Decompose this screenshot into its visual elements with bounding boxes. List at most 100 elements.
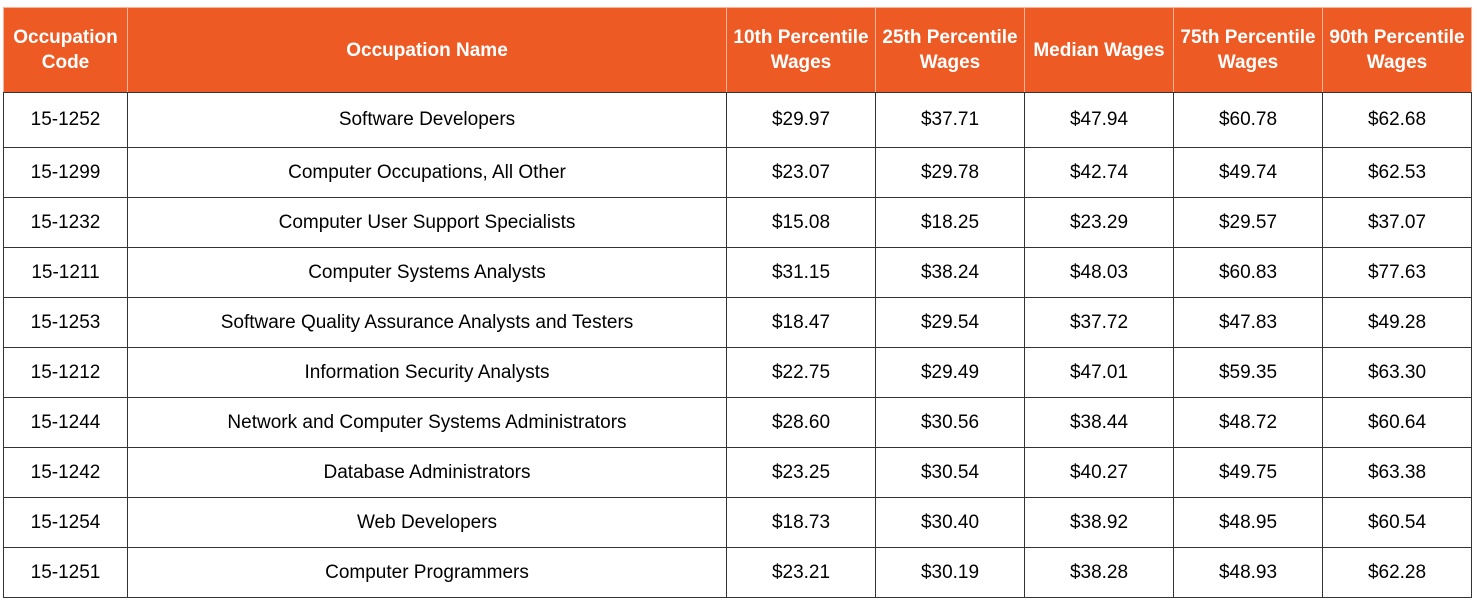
median-wage-cell: $47.94	[1024, 92, 1174, 148]
table-row: 15-1244 Network and Computer Systems Admi…	[3, 397, 1472, 448]
p25-wage-cell: $30.56	[875, 397, 1025, 448]
table-row: 15-1232 Computer User Support Specialists…	[3, 197, 1472, 248]
p25-wage-cell: $30.19	[875, 547, 1025, 598]
header-90th-percentile: 90th Percentile Wages	[1322, 7, 1472, 93]
p25-wage-cell: $29.49	[875, 347, 1025, 398]
p90-wage-cell: $62.53	[1322, 147, 1472, 198]
header-line: Wages	[919, 52, 981, 73]
table-row: 15-1211 Computer Systems Analysts $31.15 $3…	[3, 247, 1472, 298]
table-row: 15-1212 Information Security Analysts $22.…	[3, 347, 1472, 398]
header-75th-percentile: 75th Percentile Wages	[1173, 7, 1323, 93]
p90-wage-cell: $49.28	[1322, 297, 1472, 348]
occupation-code-cell: 15-1299	[3, 147, 128, 198]
p10-wage-cell: $15.08	[726, 197, 876, 248]
occupation-code-cell: 15-1211	[3, 247, 128, 298]
occupation-name-cell: Computer Systems Analysts	[127, 247, 727, 298]
p25-wage-cell: $38.24	[875, 247, 1025, 298]
occupation-code-cell: 15-1253	[3, 297, 128, 348]
p10-wage-cell: $23.25	[726, 447, 876, 498]
occupation-name-cell: Database Administrators	[127, 447, 727, 498]
occupation-name-cell: Information Security Analysts	[127, 347, 727, 398]
header-line: 10th Percentile	[733, 27, 869, 48]
p25-wage-cell: $29.54	[875, 297, 1025, 348]
p75-wage-cell: $59.35	[1173, 347, 1323, 398]
table-row: 15-1253 Software Quality Assurance Analys…	[3, 297, 1472, 348]
occupation-code-cell: 15-1242	[3, 447, 128, 498]
header-median-wages: Median Wages	[1024, 7, 1174, 93]
occupation-name-cell: Software Developers	[127, 92, 727, 148]
header-line: 90th Percentile	[1329, 27, 1465, 48]
table-row: 15-1254 Web Developers $18.73 $30.40 $38.92 $…	[3, 497, 1472, 548]
header-10th-percentile: 10th Percentile Wages	[726, 7, 876, 93]
p25-wage-cell: $18.25	[875, 197, 1025, 248]
header-line: Wages	[770, 52, 832, 73]
header-line: Median Wages	[1033, 39, 1165, 61]
table-row: 15-1252 Software Developers $29.97 $37.71 $4…	[3, 92, 1472, 148]
p10-wage-cell: $28.60	[726, 397, 876, 448]
header-row: Occupation Code Occupation Name 10th Per…	[3, 7, 1472, 93]
p75-wage-cell: $47.83	[1173, 297, 1323, 348]
median-wage-cell: $40.27	[1024, 447, 1174, 498]
median-wage-cell: $38.44	[1024, 397, 1174, 448]
occupation-name-cell: Computer User Support Specialists	[127, 197, 727, 248]
p25-wage-cell: $30.54	[875, 447, 1025, 498]
table-body: 15-1252 Software Developers $29.97 $37.71 $4…	[3, 92, 1472, 598]
p90-wage-cell: $37.07	[1322, 197, 1472, 248]
p10-wage-cell: $22.75	[726, 347, 876, 398]
median-wage-cell: $47.01	[1024, 347, 1174, 398]
p75-wage-cell: $48.95	[1173, 497, 1323, 548]
wage-table-container: Occupation Code Occupation Name 10th Per…	[3, 7, 1472, 598]
header-line: Wages	[1366, 52, 1428, 73]
p75-wage-cell: $49.74	[1173, 147, 1323, 198]
p75-wage-cell: $48.93	[1173, 547, 1323, 598]
median-wage-cell: $42.74	[1024, 147, 1174, 198]
p10-wage-cell: $31.15	[726, 247, 876, 298]
occupation-code-cell: 15-1232	[3, 197, 128, 248]
median-wage-cell: $37.72	[1024, 297, 1174, 348]
p10-wage-cell: $18.73	[726, 497, 876, 548]
header-occupation-code: Occupation Code	[3, 7, 128, 93]
median-wage-cell: $38.92	[1024, 497, 1174, 548]
p10-wage-cell: $23.07	[726, 147, 876, 198]
header-25th-percentile: 25th Percentile Wages	[875, 7, 1025, 93]
p10-wage-cell: $23.21	[726, 547, 876, 598]
median-wage-cell: $23.29	[1024, 197, 1174, 248]
occupation-code-cell: 15-1252	[3, 92, 128, 148]
header-line: Code	[41, 52, 90, 73]
p90-wage-cell: $77.63	[1322, 247, 1472, 298]
p75-wage-cell: $60.78	[1173, 92, 1323, 148]
occupation-code-cell: 15-1254	[3, 497, 128, 548]
header-line: 75th Percentile	[1180, 27, 1316, 48]
p90-wage-cell: $63.38	[1322, 447, 1472, 498]
occupation-name-cell: Software Quality Assurance Analysts and …	[127, 297, 727, 348]
median-wage-cell: $48.03	[1024, 247, 1174, 298]
p10-wage-cell: $18.47	[726, 297, 876, 348]
occupation-code-cell: 15-1212	[3, 347, 128, 398]
p90-wage-cell: $62.68	[1322, 92, 1472, 148]
occupation-name-cell: Computer Occupations, All Other	[127, 147, 727, 198]
p25-wage-cell: $30.40	[875, 497, 1025, 548]
p75-wage-cell: $29.57	[1173, 197, 1323, 248]
p25-wage-cell: $29.78	[875, 147, 1025, 198]
wage-table: Occupation Code Occupation Name 10th Per…	[3, 7, 1472, 598]
median-wage-cell: $38.28	[1024, 547, 1174, 598]
table-row: 15-1242 Database Administrators $23.25 $30.…	[3, 447, 1472, 498]
table-row: 15-1299 Computer Occupations, All Other $2…	[3, 147, 1472, 198]
p90-wage-cell: $62.28	[1322, 547, 1472, 598]
header-line: Occupation	[13, 27, 118, 48]
table-row: 15-1251 Computer Programmers $23.21 $30.19 $…	[3, 547, 1472, 598]
occupation-code-cell: 15-1244	[3, 397, 128, 448]
p75-wage-cell: $60.83	[1173, 247, 1323, 298]
header-line: Occupation Name	[346, 39, 508, 61]
p90-wage-cell: $60.64	[1322, 397, 1472, 448]
header-line: Wages	[1217, 52, 1279, 73]
p90-wage-cell: $63.30	[1322, 347, 1472, 398]
header-line: 25th Percentile	[882, 27, 1018, 48]
p10-wage-cell: $29.97	[726, 92, 876, 148]
p25-wage-cell: $37.71	[875, 92, 1025, 148]
p90-wage-cell: $60.54	[1322, 497, 1472, 548]
header-occupation-name: Occupation Name	[127, 7, 727, 93]
p75-wage-cell: $48.72	[1173, 397, 1323, 448]
occupation-code-cell: 15-1251	[3, 547, 128, 598]
occupation-name-cell: Network and Computer Systems Administrat…	[127, 397, 727, 448]
